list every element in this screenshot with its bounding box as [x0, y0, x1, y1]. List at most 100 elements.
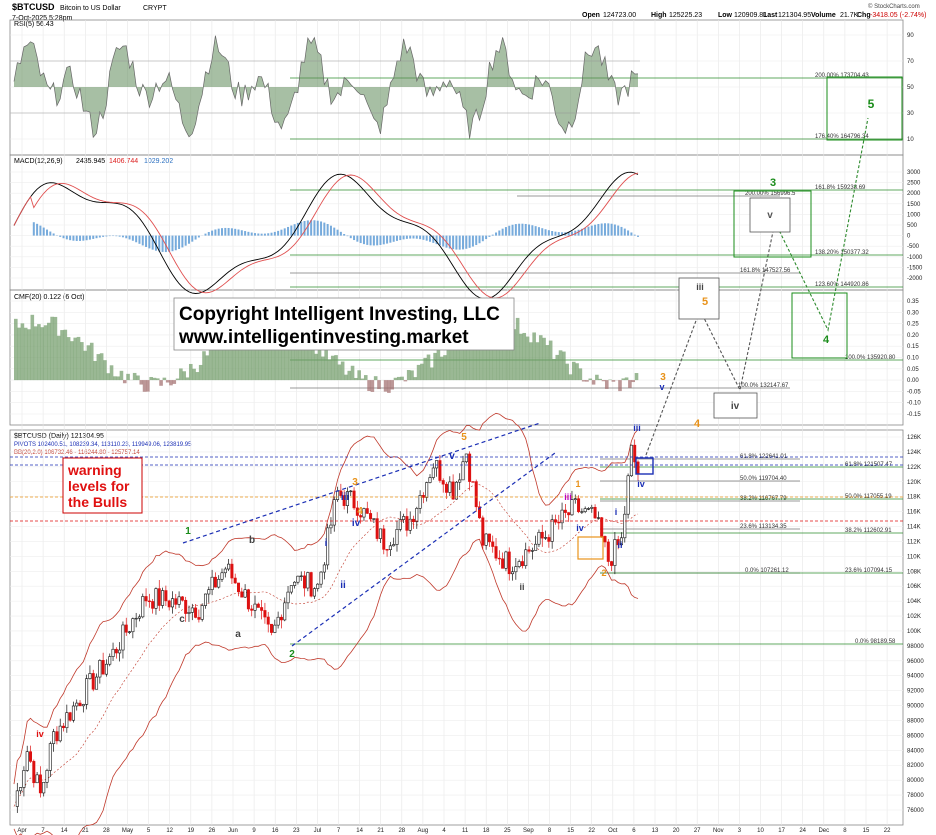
candle-body: [511, 571, 515, 575]
macd-hist-bar: [323, 222, 326, 236]
macd-hist-bar: [46, 229, 49, 236]
candle-body: [19, 787, 23, 792]
cmf-bar: [472, 336, 477, 381]
macd-hist-bar: [207, 231, 210, 236]
cmf-bar: [212, 347, 216, 381]
cmf-bar: [73, 337, 78, 381]
cmf-bar: [344, 374, 348, 381]
macd-hist-bar: [164, 235, 167, 253]
macd-hist-bar: [151, 235, 154, 250]
candle-body: [530, 550, 534, 552]
candle-body: [303, 575, 307, 589]
wave-label-history: 2: [289, 649, 295, 660]
candle-body: [563, 509, 567, 513]
cmf-bar: [56, 335, 61, 381]
cmf-bar: [235, 331, 239, 381]
x-tick-label: 7: [337, 828, 341, 834]
candle-body: [293, 581, 297, 586]
cmf-bar: [396, 376, 401, 381]
price-tick-label: 112K: [907, 539, 921, 545]
x-tick-label: 13: [652, 828, 659, 834]
candle-body: [58, 725, 62, 742]
wave-label-history: 1: [575, 479, 580, 489]
wave-label-history: a: [235, 629, 241, 640]
macd-hist-bar: [389, 235, 392, 243]
cmf-bar: [146, 380, 150, 392]
candle-body: [514, 566, 518, 573]
macd-hist-bar: [260, 233, 263, 236]
candle-body: [35, 774, 39, 784]
candle-body: [177, 596, 181, 605]
candle-body: [174, 598, 178, 605]
rsi-line: [13, 35, 639, 139]
candle-body: [484, 533, 488, 546]
macd-hist-bar: [75, 235, 78, 241]
macd-tick-label: 0: [907, 234, 911, 240]
macd-hist-bar: [537, 227, 540, 236]
macd-hist-bar: [438, 235, 441, 246]
price-series: [10, 412, 903, 835]
macd-tick-label: 500: [907, 223, 918, 229]
candle-body: [157, 588, 161, 606]
candle-body: [415, 508, 419, 523]
wave4-target-box: [791, 292, 848, 359]
candle-body: [104, 663, 108, 675]
candle-body: [233, 577, 237, 584]
macd-tick-label: 1500: [907, 202, 921, 208]
x-tick-label: Apr: [17, 828, 26, 834]
x-tick-label: 21: [377, 828, 384, 834]
candle-body: [322, 564, 326, 573]
wave-label-history: ii: [340, 580, 346, 591]
candle-body: [237, 582, 241, 593]
wave-label-future: v: [659, 382, 664, 392]
macd-label: MACD(12,26,9): [14, 158, 63, 165]
wave-label-future: 5: [868, 97, 875, 111]
cmf-bar: [294, 330, 299, 381]
candle-body: [101, 660, 105, 675]
wave-label-history: c: [179, 614, 185, 625]
cmf-bar: [571, 361, 576, 381]
fib-label: 161.8% 159238.69: [815, 185, 866, 191]
macd-hist-bar: [36, 223, 39, 236]
macd-hist-bar: [82, 235, 85, 241]
macd-hist-bar: [283, 228, 286, 236]
fib-label: 0.0% 107261.12: [745, 568, 789, 574]
candle-body: [260, 607, 264, 611]
macd-hist-bar: [105, 235, 108, 237]
candle-body: [197, 617, 201, 620]
price-tick-label: 108K: [907, 569, 921, 575]
macd-hist-bar: [191, 235, 194, 242]
x-tick-label: 7: [41, 828, 45, 834]
macd-hist-bar: [79, 235, 82, 241]
candle-body: [577, 498, 581, 513]
bb-label: BB(20,2.0) 106732.46 - 116244.80 - 12575…: [14, 450, 140, 456]
macd-tick-label: -500: [907, 244, 920, 250]
macd-hist-bar: [211, 230, 214, 236]
candle-body: [408, 518, 412, 531]
macd-hist-bar: [224, 227, 227, 236]
cmf-bar: [126, 373, 130, 381]
wave-label-history: ii: [617, 540, 622, 550]
cmf-bar: [585, 380, 589, 382]
candle-body: [431, 467, 435, 478]
cmf-bar: [202, 351, 206, 381]
candle-body: [600, 517, 604, 537]
rsi-tick-label: 10: [907, 137, 914, 143]
candle-body: [355, 507, 359, 516]
cmf-bar: [598, 378, 602, 381]
cmf-bar: [288, 332, 292, 381]
macd-hist-bar: [511, 224, 514, 236]
wedge-lower-trendline: [291, 452, 556, 647]
macd-hist-bar: [587, 226, 590, 236]
macd-hist-bar: [491, 234, 494, 236]
cmf-bar: [426, 354, 431, 381]
last-value: 121304.95: [778, 12, 811, 19]
bb-upper: [13, 412, 639, 785]
x-tick-label: 20: [673, 828, 680, 834]
cmf-bar: [413, 377, 418, 381]
price-tick-label: 124K: [907, 450, 921, 456]
cmf-bar: [297, 341, 302, 381]
candle-body: [114, 648, 118, 654]
cmf-bar: [76, 336, 81, 381]
